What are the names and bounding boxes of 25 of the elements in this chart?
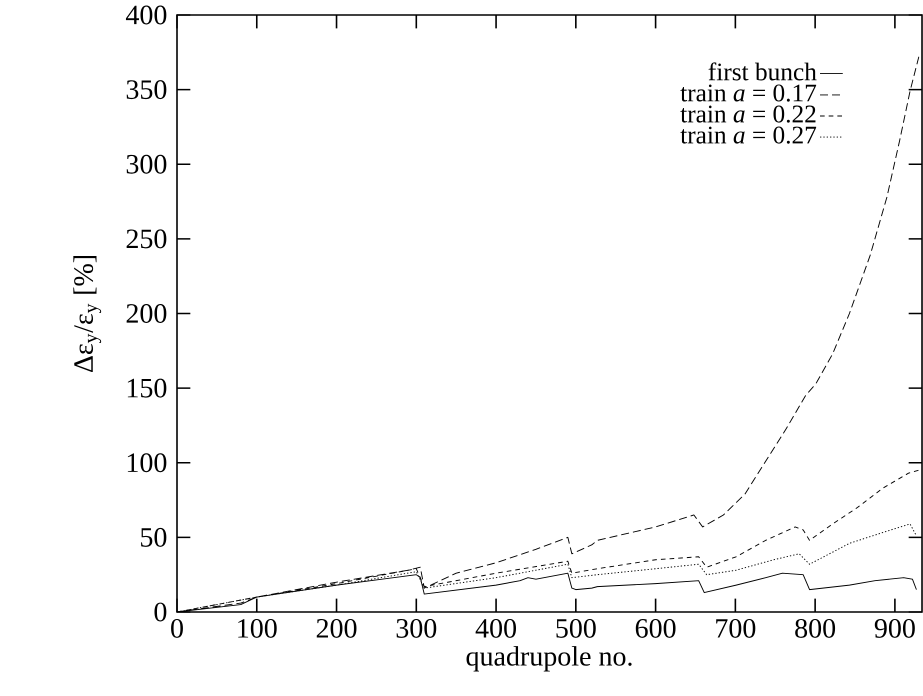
x-tick-label: 600 bbox=[636, 618, 676, 638]
x-tick-label: 400 bbox=[476, 618, 516, 638]
legend-label: train a = 0.22 bbox=[680, 105, 816, 123]
legend-label: train a = 0.17 bbox=[680, 84, 816, 102]
y-tick-label: 50 bbox=[141, 528, 166, 547]
y-tick-label: 0 bbox=[154, 602, 166, 622]
y-tick-label: 100 bbox=[128, 453, 166, 472]
y-tick-label: 350 bbox=[126, 80, 166, 100]
y-tick-label: 400 bbox=[126, 6, 166, 24]
legend-label: train a = 0.27 bbox=[680, 126, 816, 144]
x-tick-label: 300 bbox=[396, 618, 436, 638]
x-tick-label: 500 bbox=[556, 618, 596, 638]
y-tick-label: 300 bbox=[126, 154, 166, 174]
legend-label: first bunch bbox=[708, 62, 817, 80]
x-tick-label: 100 bbox=[238, 618, 277, 638]
y-tick-label: 200 bbox=[126, 304, 166, 323]
x-tick-label: 800 bbox=[795, 618, 836, 638]
x-tick-label: 900 bbox=[874, 618, 915, 638]
x-tick-label: 200 bbox=[316, 618, 356, 638]
x-axis-title: quadrupole no. bbox=[466, 646, 632, 672]
y-tick-label: 250 bbox=[126, 229, 166, 248]
y-axis-title: Δε$_{y}$/ε$_{y}$ [%] bbox=[73, 256, 102, 372]
x-tick-label: 700 bbox=[716, 618, 756, 638]
y-tick-label: 150 bbox=[128, 378, 166, 398]
x-tick-label: 0 bbox=[171, 618, 183, 638]
